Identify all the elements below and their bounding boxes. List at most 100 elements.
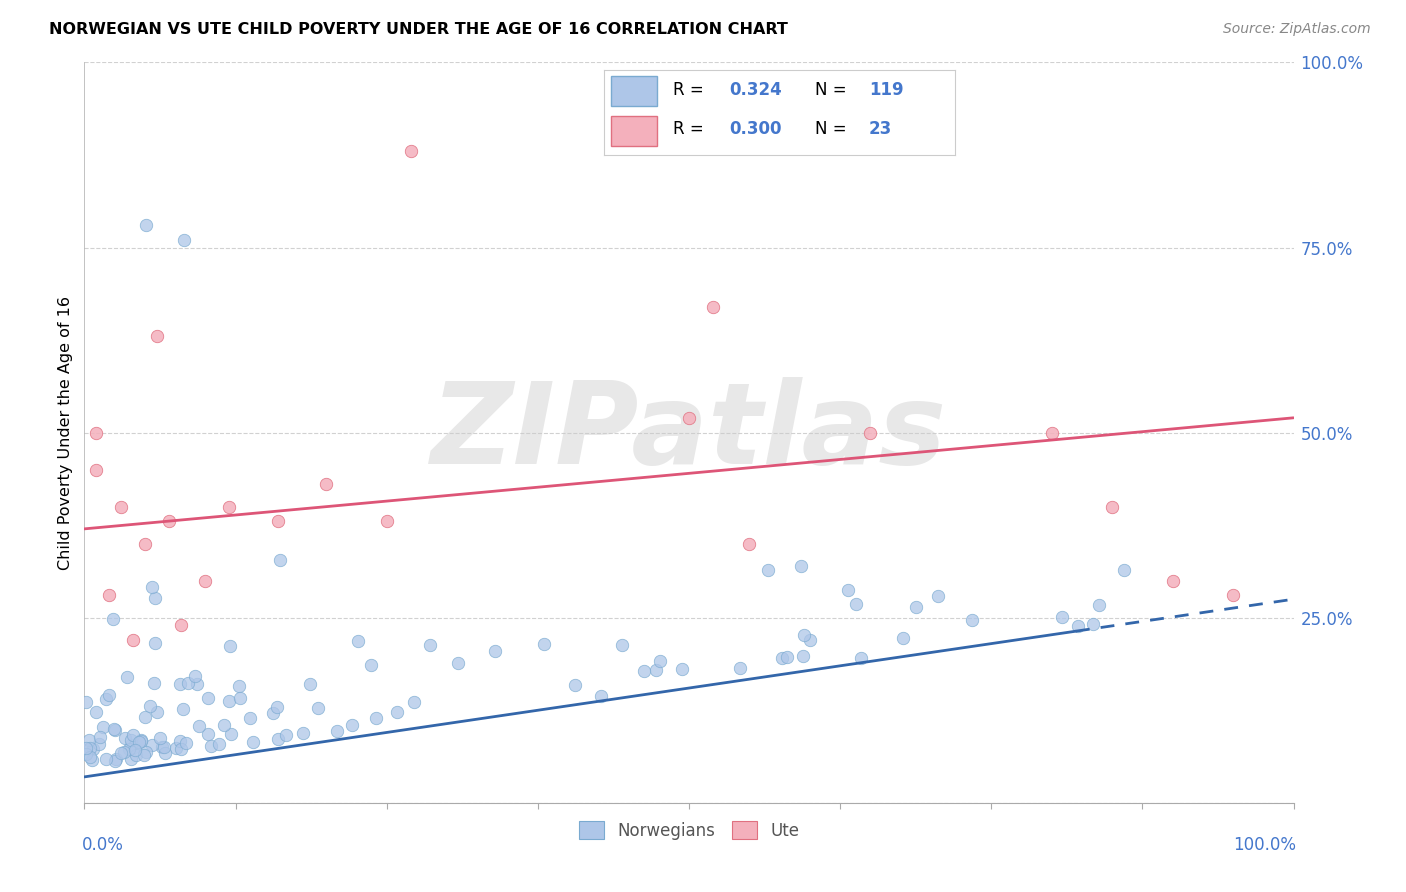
Point <box>141 738 163 752</box>
Point <box>97 589 120 603</box>
Point <box>120 733 142 747</box>
Point <box>169 677 191 691</box>
Point <box>141 580 163 594</box>
Point <box>174 736 197 750</box>
Point <box>121 752 143 766</box>
Point <box>776 650 799 665</box>
Point <box>298 676 321 690</box>
Point <box>197 690 219 705</box>
Point <box>1222 589 1244 603</box>
Point <box>177 676 200 690</box>
Point <box>120 738 142 752</box>
Point <box>564 678 586 692</box>
Point <box>103 612 125 626</box>
Point <box>197 727 219 741</box>
Point <box>79 740 101 755</box>
Point <box>269 553 291 567</box>
Point <box>645 663 668 677</box>
Text: 0.0%: 0.0% <box>82 836 124 855</box>
Point <box>1066 619 1088 633</box>
Point <box>1101 500 1123 514</box>
Point <box>770 651 793 665</box>
Point <box>135 744 157 758</box>
Point <box>315 477 337 491</box>
Point <box>419 638 441 652</box>
Point <box>346 634 368 648</box>
Text: 100.0%: 100.0% <box>1233 836 1296 855</box>
Point <box>184 669 207 683</box>
Point <box>591 689 613 703</box>
Point <box>104 723 127 738</box>
Point <box>143 635 166 649</box>
Point <box>112 745 135 759</box>
Point <box>131 734 153 748</box>
Legend: Norwegians, Ute: Norwegians, Ute <box>572 814 806 847</box>
Point <box>146 329 169 343</box>
Point <box>96 692 118 706</box>
Point <box>845 597 868 611</box>
Point <box>1050 609 1073 624</box>
Point <box>157 515 180 529</box>
Point <box>110 747 132 761</box>
Point <box>139 699 162 714</box>
Point <box>792 649 814 664</box>
Point <box>291 726 314 740</box>
Point <box>267 732 290 747</box>
Point <box>650 654 672 668</box>
Point <box>208 737 231 751</box>
Point <box>610 638 633 652</box>
Point <box>75 747 97 762</box>
Point <box>80 753 103 767</box>
Point <box>97 688 120 702</box>
Text: ZIPatlas: ZIPatlas <box>430 377 948 488</box>
Y-axis label: Child Poverty Under the Age of 16: Child Poverty Under the Age of 16 <box>58 295 73 570</box>
Point <box>212 718 235 732</box>
Point <box>446 656 468 670</box>
Point <box>200 739 222 753</box>
Point <box>75 741 97 756</box>
Point <box>267 515 290 529</box>
Point <box>125 748 148 763</box>
Point <box>849 650 872 665</box>
Point <box>134 709 156 723</box>
Point <box>219 639 242 653</box>
Point <box>146 705 169 719</box>
Point <box>142 676 165 690</box>
Point <box>927 590 949 604</box>
Point <box>837 582 859 597</box>
Point <box>1161 574 1184 588</box>
Point <box>169 734 191 748</box>
Point <box>1088 599 1111 613</box>
Point <box>678 410 700 425</box>
Point <box>149 731 172 745</box>
Point <box>790 558 813 573</box>
Point <box>738 536 761 550</box>
Point <box>276 728 298 742</box>
Point <box>728 661 751 675</box>
Point <box>170 618 193 632</box>
Point <box>266 699 288 714</box>
Text: Source: ZipAtlas.com: Source: ZipAtlas.com <box>1223 22 1371 37</box>
Point <box>82 742 104 756</box>
Point <box>1081 617 1104 632</box>
Point <box>387 706 409 720</box>
Point <box>404 695 426 709</box>
Point <box>132 748 155 763</box>
Point <box>1040 425 1063 440</box>
Point <box>375 515 398 529</box>
Point <box>94 752 117 766</box>
Point <box>364 711 387 725</box>
Point <box>172 701 194 715</box>
Point <box>118 742 141 756</box>
Point <box>219 727 242 741</box>
Point <box>218 693 240 707</box>
Point <box>859 425 882 440</box>
Point <box>239 711 262 725</box>
Point <box>307 701 329 715</box>
Point <box>129 733 152 747</box>
Point <box>186 677 208 691</box>
Point <box>399 145 422 159</box>
Point <box>86 425 108 440</box>
Point <box>187 719 209 733</box>
Point <box>360 657 382 672</box>
